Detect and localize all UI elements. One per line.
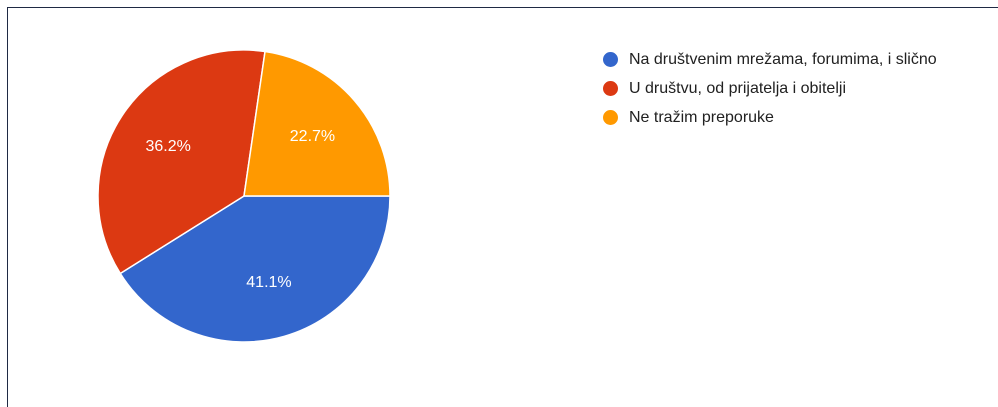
legend-item-social-networks[interactable]: Na društvenim mrežama, forumima, i sličn… (603, 49, 983, 71)
pie-label-friends-family: 36.2% (145, 138, 190, 155)
pie-label-social-networks: 41.1% (246, 274, 291, 291)
legend-item-friends-family[interactable]: U društvu, od prijatelja i obitelji (603, 78, 983, 100)
legend-label-friends-family: U društvu, od prijatelja i obitelji (629, 80, 846, 97)
pie-chart: 41.1% 36.2% 22.7% (97, 49, 391, 343)
legend-label-no-recommendations: Ne tražim preporuke (629, 109, 774, 126)
legend-item-no-recommendations[interactable]: Ne tražim preporuke (603, 107, 983, 129)
legend-marker-no-recommendations (603, 110, 618, 125)
pie-slice-friends-family[interactable] (97, 49, 266, 275)
pie-slice-no-recommendations[interactable] (243, 50, 391, 197)
legend-label-social-networks: Na društvenim mrežama, forumima, i sličn… (629, 51, 937, 68)
chart-frame (7, 7, 998, 407)
legend: Na društvenim mrežama, forumima, i sličn… (603, 49, 983, 136)
pie-label-no-recommendations: 22.7% (290, 128, 335, 145)
pie-slice-social-networks[interactable] (119, 195, 391, 343)
legend-marker-friends-family (603, 81, 618, 96)
legend-marker-social-networks (603, 52, 618, 67)
